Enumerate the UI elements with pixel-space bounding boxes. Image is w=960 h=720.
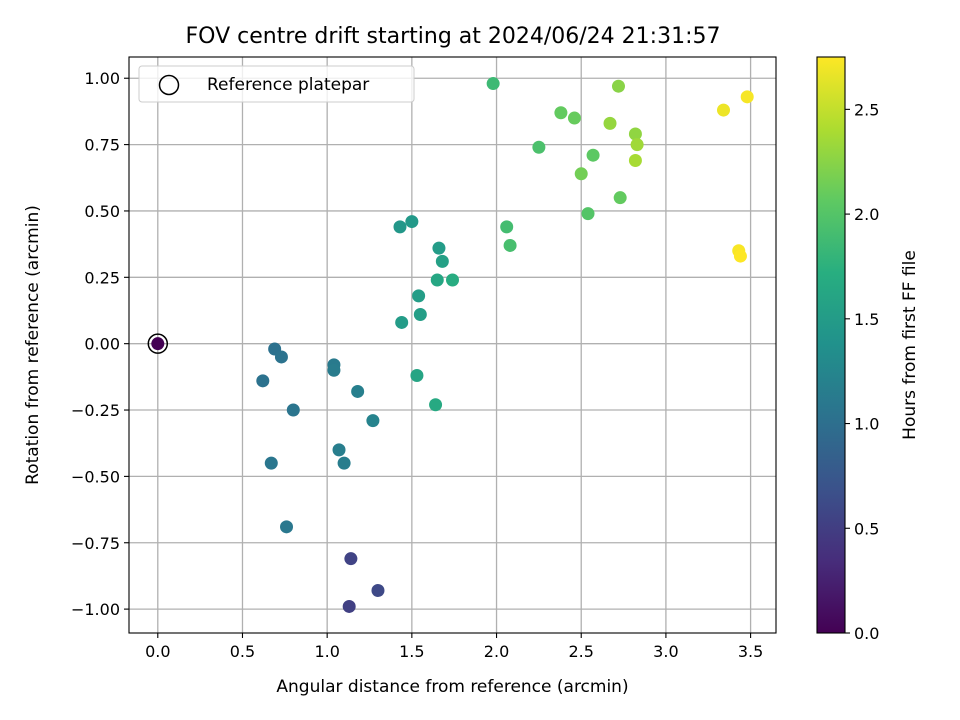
- data-point: [532, 140, 546, 154]
- plot-frame: [128, 56, 777, 634]
- data-point: [603, 116, 617, 130]
- data-point: [500, 220, 514, 234]
- reference-marker: [147, 333, 169, 354]
- x-tick-label: 0.5: [230, 642, 255, 661]
- y-tick-label: 0.50: [84, 202, 120, 221]
- data-point: [740, 90, 754, 104]
- data-point: [327, 363, 341, 377]
- data-point: [435, 254, 449, 268]
- colorbar-gradient: [816, 56, 846, 634]
- x-tick-label: 3.5: [738, 642, 763, 661]
- legend: Reference platepar: [138, 65, 415, 103]
- colorbar-tick-label: 0.5: [854, 519, 879, 538]
- data-point: [446, 273, 459, 287]
- data-point: [503, 238, 517, 252]
- colorbar-tick-label: 0.0: [854, 624, 879, 643]
- data-point: [286, 403, 300, 417]
- y-tick-label: −1.00: [71, 600, 120, 619]
- data-point: [366, 414, 380, 428]
- data-point: [280, 520, 294, 534]
- legend-box: [138, 65, 415, 103]
- data-point: [412, 289, 426, 303]
- data-point: [486, 77, 500, 91]
- y-tick-label: 0.75: [84, 136, 120, 155]
- data-point: [393, 220, 407, 234]
- data-point: [264, 456, 278, 470]
- data-point: [613, 191, 627, 205]
- data-point: [554, 106, 568, 120]
- data-point: [256, 374, 270, 388]
- data-point: [413, 307, 427, 321]
- x-axis-label: Angular distance from reference (arcmin): [276, 677, 628, 697]
- data-point: [405, 215, 419, 229]
- data-point: [567, 111, 581, 125]
- y-axis-label: Rotation from reference (arcmin): [23, 205, 43, 485]
- y-tick-label: −0.75: [71, 534, 120, 553]
- data-point: [371, 584, 385, 598]
- data-point: [274, 350, 288, 364]
- x-tick-label: 2.0: [484, 642, 509, 661]
- legend-label-reference: Reference platepar: [207, 75, 369, 95]
- data-point: [581, 207, 595, 221]
- data-point: [337, 456, 351, 470]
- data-point: [432, 241, 446, 255]
- colorbar: 0.0 0.5 1.0 1.5 2.0 2.5 Hours from first FF f…: [816, 56, 920, 643]
- data-point: [429, 398, 443, 412]
- y-tick-label: 0.00: [84, 335, 120, 354]
- x-tick-label: 1.5: [399, 642, 424, 661]
- data-point: [332, 443, 346, 457]
- data-point: [395, 315, 409, 329]
- x-tick-label: 2.5: [568, 642, 593, 661]
- data-point: [586, 148, 600, 162]
- data-point: [430, 273, 444, 287]
- colorbar-tick-label: 1.0: [854, 415, 879, 434]
- data-points: [147, 77, 754, 613]
- x-tick-label: 1.0: [314, 642, 339, 661]
- data-point: [344, 552, 358, 566]
- data-point: [351, 384, 365, 398]
- data-point: [628, 154, 642, 168]
- y-tick-label: 1.00: [84, 69, 120, 88]
- y-tick-label: 0.25: [84, 268, 120, 287]
- colorbar-ticks: 0.0 0.5 1.0 1.5 2.0 2.5: [845, 100, 879, 643]
- x-tick-label: 0.0: [145, 642, 170, 661]
- data-point: [628, 127, 642, 141]
- colorbar-tick-label: 2.0: [854, 205, 879, 224]
- axis-ticks: 0.0 0.5 1.0 1.5 2.0 2.5 3.0 3.5 −1.00 −0.75 −0.50 −…: [71, 69, 763, 661]
- y-tick-label: −0.25: [71, 401, 120, 420]
- grid: [129, 57, 776, 633]
- data-point: [574, 167, 588, 181]
- x-tick-label: 3.0: [653, 642, 678, 661]
- legend-marker-reference: [158, 74, 180, 96]
- colorbar-label: Hours from first FF file: [900, 250, 920, 440]
- colorbar-tick-label: 2.5: [854, 100, 879, 119]
- data-point: [342, 599, 356, 613]
- chart-title: FOV centre drift starting at 2024/06/24 …: [186, 24, 721, 49]
- data-point: [611, 79, 625, 93]
- data-point: [716, 103, 730, 117]
- y-tick-label: −0.50: [71, 467, 120, 486]
- data-point: [630, 138, 644, 152]
- colorbar-tick-label: 1.5: [854, 310, 879, 329]
- data-point: [151, 337, 165, 351]
- data-point: [410, 369, 424, 383]
- data-point: [733, 249, 747, 263]
